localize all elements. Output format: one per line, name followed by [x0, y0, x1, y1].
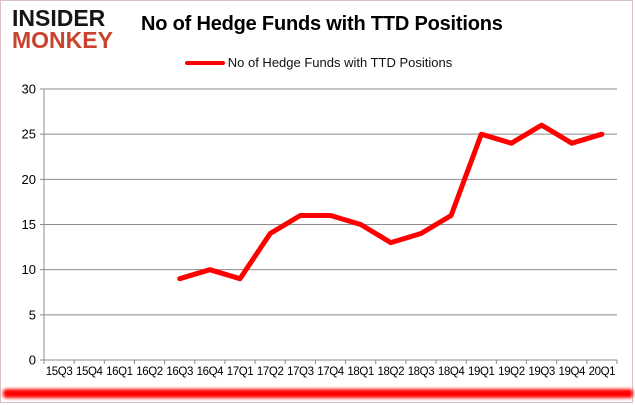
legend-line-marker: [184, 60, 225, 65]
y-tick-label: 30: [22, 82, 36, 97]
x-tick-label: 16Q4: [197, 366, 225, 378]
x-tick-label: 19Q2: [498, 366, 525, 378]
x-tick-label: 15Q3: [46, 366, 73, 378]
x-tick-label: 16Q3: [166, 366, 193, 378]
x-tick-label: 18Q4: [438, 366, 466, 378]
x-tick-label: 20Q1: [589, 366, 616, 378]
x-tick-label: 18Q3: [408, 366, 435, 378]
series-line: [177, 122, 605, 282]
logo-line-insider: INSIDER: [12, 5, 106, 31]
x-tick-label: 15Q4: [76, 366, 104, 378]
y-tick-label: 0: [29, 353, 36, 368]
y-tick-label: 10: [22, 262, 36, 277]
y-tick-label: 15: [22, 217, 36, 232]
x-tick-label: 17Q3: [287, 366, 314, 378]
x-tick-label: 19Q3: [528, 366, 555, 378]
x-tick-label: 18Q2: [378, 366, 405, 378]
x-tick-label: 19Q1: [468, 366, 495, 378]
chart-svg: 0 5 10 15 20 25 30 15Q3 15Q4 16Q1 16Q2 16Q3 16Q4 17Q1…: [22, 82, 618, 378]
x-tick-label: 18Q1: [347, 366, 374, 378]
chart-legend: No of Hedge Funds with TTD Positions: [1, 55, 635, 70]
x-tick-label: 17Q1: [227, 366, 254, 378]
x-tick-label: 17Q2: [257, 366, 284, 378]
page-title: No of Hedge Funds with TTD Positions: [141, 13, 503, 35]
x-tick-label: 17Q4: [317, 366, 345, 378]
legend-label: No of Hedge Funds with TTD Positions: [227, 55, 453, 70]
y-tick-label: 5: [29, 307, 36, 322]
logo-line-monkey: MONKEY: [12, 26, 113, 53]
x-tick-label: 16Q1: [106, 366, 133, 378]
bottom-accent-bar: [3, 389, 633, 398]
x-tick-label: 16Q2: [136, 366, 163, 378]
x-tick-label: 19Q4: [558, 366, 586, 378]
y-tick-label: 25: [22, 127, 36, 142]
y-tick-label: 20: [22, 172, 36, 187]
insider-monkey-logo: INSIDER MONKEY: [12, 5, 113, 53]
plot-area: 0 5 10 15 20 25 30 15Q3 15Q4 16Q1 16Q2 16Q3 16Q4 17Q1…: [1, 81, 635, 381]
